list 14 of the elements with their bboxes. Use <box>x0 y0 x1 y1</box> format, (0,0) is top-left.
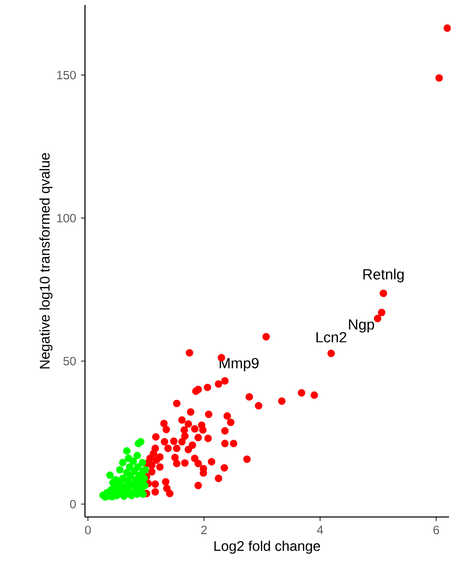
x-tick-label: 4 <box>317 526 324 534</box>
y-tick-label: 100 <box>57 214 76 222</box>
y-tick-label: 150 <box>57 70 76 80</box>
x-tick-label: 2 <box>201 526 207 534</box>
x-tick-label: 0 <box>85 526 91 534</box>
annotation: Retnlg <box>364 268 404 282</box>
annotation: Ngp <box>349 319 374 333</box>
y-axis-title: Negative log10 transformed qvalue <box>40 153 53 368</box>
y-tick-label: 50 <box>64 356 76 366</box>
y-tick-label: 0 <box>70 500 76 508</box>
annotation: Lcn2 <box>316 332 346 342</box>
annotation: Mmp9 <box>220 358 259 372</box>
x-tick-label: 6 <box>434 526 440 534</box>
x-axis-title: Log2 fold change <box>214 540 320 554</box>
